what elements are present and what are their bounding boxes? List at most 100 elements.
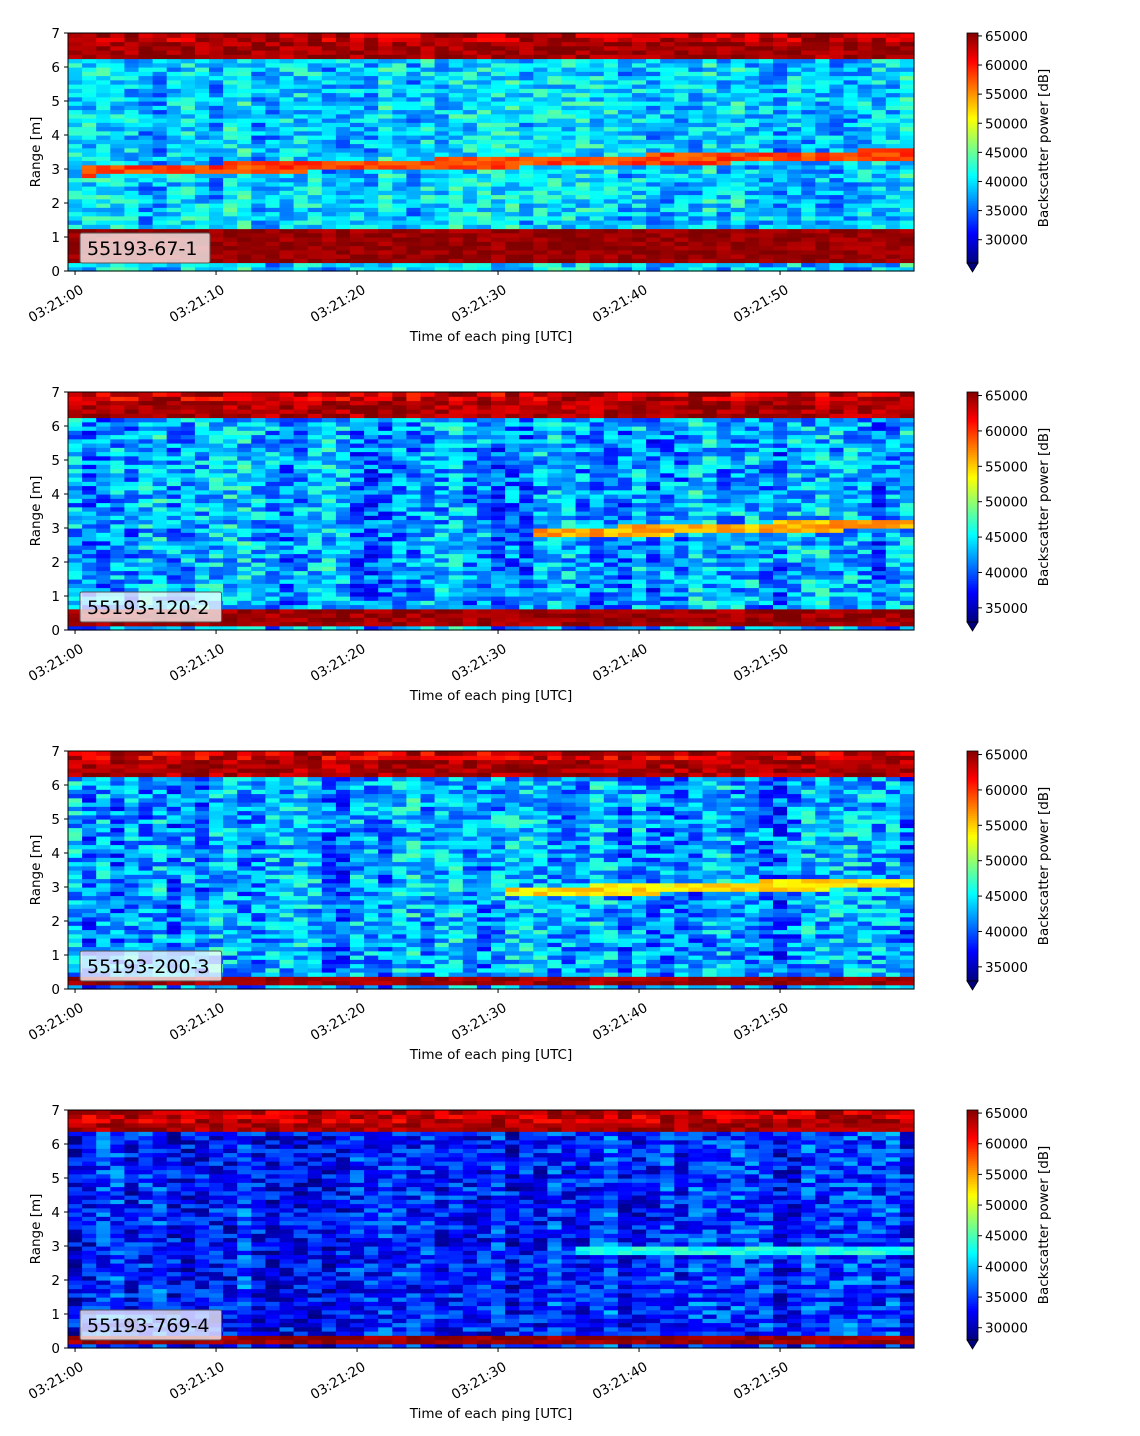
heatmap-cell — [251, 224, 266, 230]
heatmap-cell — [265, 45, 281, 51]
heatmap-cell — [293, 608, 309, 614]
heatmap-cell — [335, 130, 351, 136]
heatmap-cell — [321, 617, 337, 623]
heatmap-cell — [251, 109, 266, 115]
colorbar-segment — [967, 235, 978, 239]
heatmap-cell — [744, 186, 760, 191]
heatmap-cell — [166, 169, 182, 174]
heatmap-cell — [307, 536, 323, 542]
heatmap-cell — [82, 570, 97, 576]
heatmap-cell — [575, 181, 591, 187]
heatmap-cell — [335, 506, 351, 512]
heatmap-cell — [885, 249, 901, 255]
heatmap-cell — [96, 194, 111, 200]
heatmap-cell — [265, 71, 281, 77]
heatmap-cell — [434, 79, 450, 85]
heatmap-cell — [533, 262, 548, 268]
heatmap-cell — [279, 621, 295, 627]
heatmap-cell — [364, 96, 379, 102]
heatmap-cell — [857, 139, 873, 145]
heatmap-cell — [491, 130, 506, 136]
heatmap-cell — [801, 232, 816, 238]
heatmap-cell — [279, 67, 295, 72]
heatmap-cell — [434, 92, 450, 98]
heatmap-cell — [519, 62, 534, 68]
heatmap-cell — [223, 215, 238, 221]
heatmap-cell — [378, 545, 393, 550]
heatmap-cell — [829, 96, 845, 102]
heatmap-cell — [265, 101, 281, 106]
heatmap-cell — [293, 92, 309, 98]
colorbar-segment — [967, 191, 978, 195]
heatmap-cell — [871, 79, 887, 85]
heatmap-cell — [434, 258, 450, 264]
heatmap-cell — [279, 156, 295, 162]
heatmap-cell — [265, 562, 281, 567]
heatmap-cell — [434, 553, 450, 559]
heatmap-cell — [632, 130, 647, 136]
heatmap-cell — [787, 254, 802, 259]
heatmap-cell — [124, 413, 140, 419]
heatmap-cell — [885, 160, 901, 166]
heatmap-cell — [68, 101, 83, 106]
heatmap-cell — [251, 147, 266, 153]
heatmap-cell — [632, 101, 647, 106]
heatmap-cell — [293, 404, 309, 410]
heatmap-cell — [815, 75, 830, 81]
heatmap-cell — [462, 96, 478, 102]
heatmap-cell — [406, 574, 422, 580]
heatmap-cell — [180, 443, 196, 448]
heatmap-cell — [617, 41, 633, 47]
heatmap-cell — [378, 71, 393, 77]
heatmap-cell — [124, 621, 140, 627]
heatmap-cell — [392, 258, 407, 264]
heatmap-cell — [364, 173, 379, 179]
heatmap-cell — [96, 190, 111, 196]
colorbar-segment — [967, 141, 978, 144]
heatmap-cell — [152, 147, 168, 153]
heatmap-cell — [603, 101, 619, 106]
heatmap-cell — [307, 79, 323, 85]
heatmap-cell — [575, 249, 591, 255]
heatmap-cell — [166, 451, 182, 457]
heatmap-cell — [519, 160, 534, 166]
heatmap-cell — [491, 54, 506, 60]
heatmap-cell — [801, 92, 816, 98]
heatmap-cell — [166, 228, 182, 234]
heatmap-cell — [378, 33, 393, 38]
heatmap-cell — [68, 460, 83, 465]
heatmap-cell — [476, 177, 492, 183]
heatmap-cell — [279, 58, 295, 64]
heatmap-cell — [646, 181, 661, 187]
heatmap-cell — [110, 50, 125, 55]
heatmap-cell — [857, 232, 873, 238]
heatmap-cell — [364, 404, 379, 410]
heatmap-cell — [138, 443, 154, 448]
heatmap-cell — [68, 58, 83, 64]
heatmap-cell — [406, 523, 422, 529]
heatmap-cell — [801, 186, 816, 191]
heatmap-cell — [82, 545, 97, 550]
heatmap-cell — [617, 160, 633, 166]
y-tick-label: 0 — [51, 264, 60, 280]
heatmap-cell — [392, 232, 407, 238]
heatmap-cell — [152, 515, 168, 521]
heatmap-cell — [773, 84, 788, 89]
heatmap-cell — [293, 122, 309, 128]
heatmap-cell — [646, 190, 661, 196]
heatmap-cell — [561, 135, 577, 140]
heatmap-cell — [462, 203, 478, 208]
heatmap-cell — [392, 489, 407, 495]
heatmap-cell — [406, 455, 422, 461]
heatmap-cell — [68, 215, 83, 221]
heatmap-cell — [801, 84, 816, 89]
heatmap-cell — [716, 101, 732, 106]
heatmap-cell — [194, 75, 210, 81]
heatmap-cell — [237, 254, 252, 259]
heatmap-cell — [223, 587, 238, 593]
heatmap-cell — [166, 532, 182, 538]
heatmap-cell — [209, 430, 224, 436]
heatmap-cell — [138, 79, 154, 85]
heatmap-cell — [378, 67, 393, 72]
heatmap-cell — [82, 105, 97, 111]
